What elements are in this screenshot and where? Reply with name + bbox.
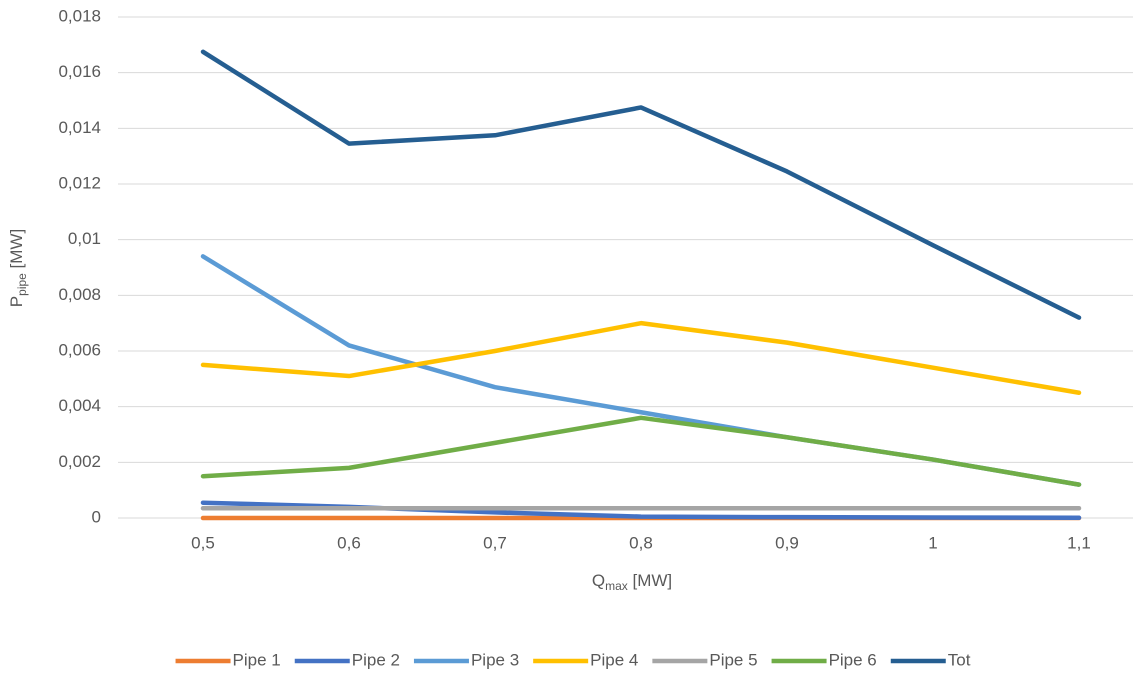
y-tick-label: 0,006 bbox=[58, 340, 101, 359]
x-title-sub: max bbox=[605, 579, 628, 593]
series-line bbox=[200, 415, 1082, 487]
x-tick-label: 0,9 bbox=[775, 533, 799, 552]
y-tick-label: 0,018 bbox=[58, 6, 101, 25]
x-title-suffix: [MW] bbox=[628, 571, 672, 590]
x-axis-title: Qmax [MW] bbox=[592, 571, 672, 593]
series-line bbox=[200, 320, 1082, 395]
y-tick-label: 0,012 bbox=[58, 173, 101, 192]
x-tick-label: 0,7 bbox=[483, 533, 507, 552]
y-tick-label: 0,014 bbox=[58, 118, 101, 137]
y-title-main: P bbox=[7, 296, 26, 307]
legend-label: Pipe 5 bbox=[709, 650, 757, 669]
x-tick-label: 1,1 bbox=[1067, 533, 1091, 552]
y-tick-label: 0,002 bbox=[58, 452, 101, 471]
y-tick-label: 0,008 bbox=[58, 285, 101, 304]
y-title-sub: pipe bbox=[15, 273, 29, 296]
series-line bbox=[200, 49, 1082, 320]
legend-label: Pipe 6 bbox=[829, 650, 877, 669]
x-tick-label: 1 bbox=[928, 533, 937, 552]
y-axis-title: Ppipe [MW] bbox=[7, 229, 29, 307]
x-title-main: Q bbox=[592, 571, 605, 590]
legend-label: Pipe 3 bbox=[471, 650, 519, 669]
y-tick-label: 0,016 bbox=[58, 62, 101, 81]
y-title-suffix: [MW] bbox=[7, 229, 26, 273]
legend-label: Pipe 4 bbox=[590, 650, 638, 669]
y-tick-label: 0,01 bbox=[68, 229, 101, 248]
legend-label: Tot bbox=[948, 650, 971, 669]
x-tick-label: 0,8 bbox=[629, 533, 653, 552]
x-tick-label: 0,6 bbox=[337, 533, 361, 552]
legend-label: Pipe 2 bbox=[352, 650, 400, 669]
y-tick-label: 0 bbox=[92, 507, 101, 526]
x-tick-label: 0,5 bbox=[191, 533, 215, 552]
y-tick-label: 0,004 bbox=[58, 396, 101, 415]
legend-label: Pipe 1 bbox=[233, 650, 281, 669]
